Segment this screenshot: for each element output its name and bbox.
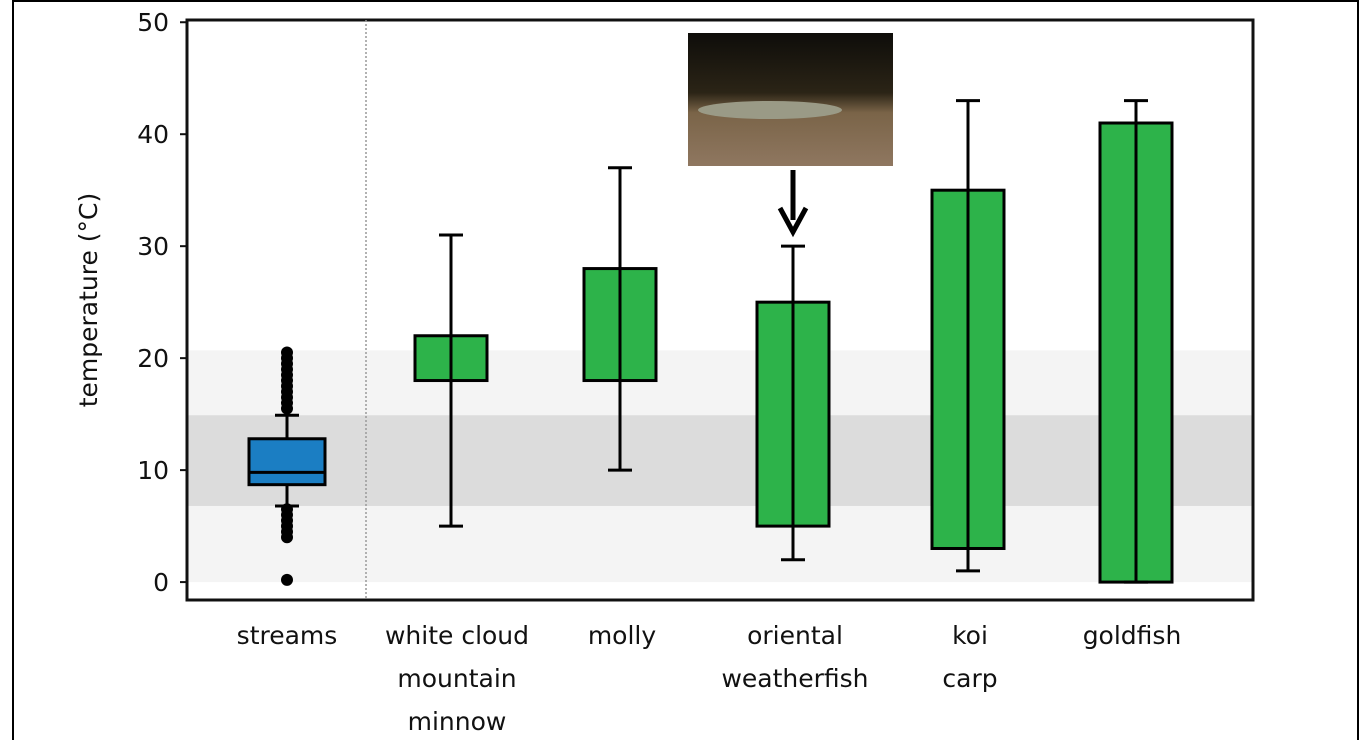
x-tick-label: weatherfish [721, 664, 868, 693]
frame [12, 0, 1359, 744]
y-tick-label: 20 [137, 344, 169, 373]
x-tick-label: streams [237, 621, 338, 650]
y-tick-label: 0 [153, 568, 169, 597]
plot-area [187, 350, 1253, 583]
outlier [281, 346, 293, 359]
x-tick-label: white cloud [385, 621, 529, 650]
arrow-head [777, 206, 809, 238]
axes-frame [185, 18, 1255, 602]
arrow [777, 170, 809, 238]
x-tick-label: goldfish [1083, 621, 1182, 650]
photo-inset [688, 33, 893, 166]
x-tick-label: oriental [747, 621, 843, 650]
y-tick-label: 10 [137, 456, 169, 485]
outlier [281, 573, 293, 586]
outlier [281, 531, 293, 544]
x-tick-label: minnow [408, 707, 507, 736]
y-tick-label: 30 [137, 232, 169, 261]
x-tick-label: molly [588, 621, 657, 650]
x-tick-label: mountain [397, 664, 516, 693]
y-tick-label: 40 [137, 120, 169, 149]
x-tick-label: carp [942, 664, 997, 693]
y-axis-label: temperature (°C) [74, 193, 103, 408]
box [247, 437, 327, 487]
band [187, 415, 1253, 506]
fish [698, 101, 842, 119]
y-tick-label: 50 [137, 8, 169, 37]
x-tick-label: koi [952, 621, 988, 650]
photo [688, 33, 893, 166]
